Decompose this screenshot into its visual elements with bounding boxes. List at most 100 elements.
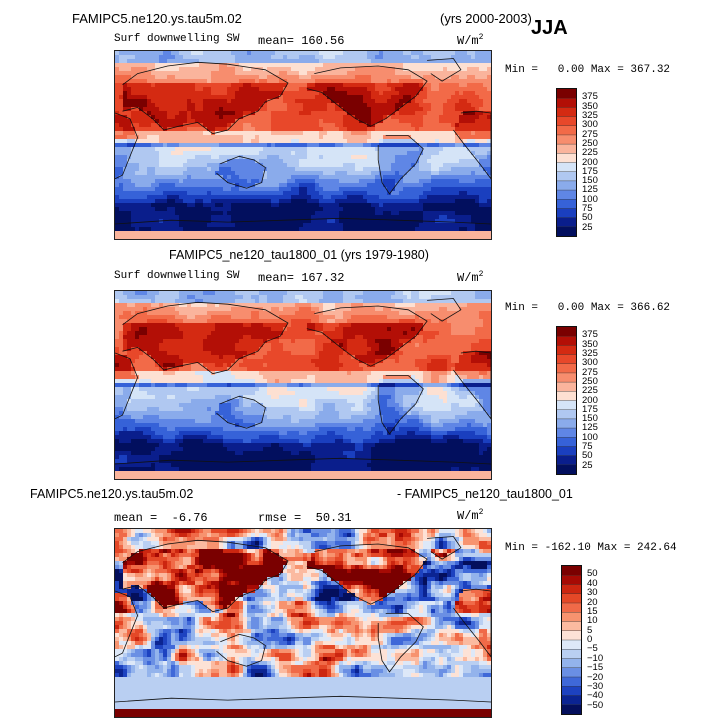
heatmap-cell xyxy=(199,135,204,140)
heatmap-cell xyxy=(131,123,136,128)
heatmap-cell xyxy=(255,211,260,216)
heatmap-cell xyxy=(243,227,248,232)
heatmap-cell xyxy=(407,195,412,200)
colorbar-tick-label: 100 xyxy=(582,193,598,205)
heatmap-cell xyxy=(151,303,156,308)
heatmap-cell xyxy=(227,303,232,308)
heatmap-cell xyxy=(351,135,356,140)
heatmap-cell xyxy=(171,87,176,92)
heatmap-cell xyxy=(359,175,364,180)
heatmap-cell xyxy=(467,163,472,168)
heatmap-cell xyxy=(131,103,136,108)
heatmap-cell xyxy=(347,107,352,112)
heatmap-cell xyxy=(171,223,176,228)
heatmap-cell xyxy=(459,71,464,76)
heatmap-cell xyxy=(479,187,484,192)
heatmap-cell xyxy=(251,227,256,232)
heatmap-cell xyxy=(439,151,444,156)
heatmap-cell xyxy=(359,163,364,168)
heatmap-cell xyxy=(335,231,340,236)
heatmap-cell xyxy=(227,179,232,184)
heatmap-cell xyxy=(475,199,480,204)
heatmap-cell xyxy=(251,71,256,76)
heatmap-cell xyxy=(171,203,176,208)
heatmap-cell xyxy=(239,203,244,208)
heatmap-cell xyxy=(471,59,476,64)
heatmap-cell xyxy=(459,155,464,160)
heatmap-cell xyxy=(255,227,260,232)
heatmap-cell xyxy=(195,83,200,88)
heatmap-cell xyxy=(167,151,172,156)
panel1-mean: mean= 160.56 xyxy=(258,34,344,48)
heatmap-cell xyxy=(155,91,160,96)
heatmap-cell xyxy=(215,159,220,164)
heatmap-cell xyxy=(255,235,260,239)
heatmap-cell xyxy=(299,199,304,204)
heatmap-cell xyxy=(219,155,224,160)
heatmap-cell xyxy=(123,227,128,232)
heatmap-cell xyxy=(411,131,416,136)
heatmap-cell xyxy=(115,135,120,140)
heatmap-cell xyxy=(303,215,308,220)
heatmap-cell xyxy=(303,119,308,124)
heatmap-cell xyxy=(131,115,136,120)
heatmap-cell xyxy=(279,191,284,196)
heatmap-cell xyxy=(175,99,180,104)
heatmap-cell xyxy=(123,215,128,220)
heatmap-cell xyxy=(399,95,404,100)
heatmap-cell xyxy=(235,219,240,224)
heatmap-cell xyxy=(379,107,384,112)
heatmap-cell xyxy=(299,99,304,104)
heatmap-cell xyxy=(483,203,488,208)
heatmap-cell xyxy=(387,215,392,220)
heatmap-cell xyxy=(271,175,276,180)
heatmap-cell xyxy=(395,115,400,120)
heatmap-cell xyxy=(439,179,444,184)
heatmap-cell xyxy=(431,299,436,304)
heatmap-cell xyxy=(423,67,428,72)
heatmap-cell xyxy=(363,95,368,100)
heatmap-cell xyxy=(171,179,176,184)
heatmap-cell xyxy=(167,127,172,132)
heatmap-cell xyxy=(167,131,172,136)
heatmap-cell xyxy=(479,123,484,128)
heatmap-cell xyxy=(191,299,196,304)
heatmap-cell xyxy=(167,227,172,232)
heatmap-cell xyxy=(411,171,416,176)
heatmap-cell xyxy=(415,79,420,84)
heatmap-cell xyxy=(115,191,120,196)
heatmap-cell xyxy=(387,163,392,168)
heatmap-cell xyxy=(335,171,340,176)
heatmap-cell xyxy=(127,155,132,160)
heatmap-cell xyxy=(359,67,364,72)
heatmap-cell xyxy=(275,179,280,184)
heatmap-cell xyxy=(123,203,128,208)
heatmap-cell xyxy=(455,71,460,76)
heatmap-cell xyxy=(363,87,368,92)
heatmap-cell xyxy=(427,151,432,156)
heatmap-cell xyxy=(267,199,272,204)
heatmap-cell xyxy=(407,231,412,236)
heatmap-cell xyxy=(435,111,440,116)
heatmap-cell xyxy=(367,159,372,164)
heatmap-cell xyxy=(367,103,372,108)
heatmap-cell xyxy=(203,183,208,188)
heatmap-cell xyxy=(135,183,140,188)
heatmap-cell xyxy=(203,115,208,120)
heatmap-cell xyxy=(335,135,340,140)
heatmap-cell xyxy=(419,175,424,180)
heatmap-cell xyxy=(319,103,324,108)
heatmap-cell xyxy=(179,79,184,84)
heatmap-cell xyxy=(347,67,352,72)
heatmap-cell xyxy=(347,115,352,120)
heatmap-cell xyxy=(223,111,228,116)
heatmap-cell xyxy=(483,227,488,232)
heatmap-cell xyxy=(451,303,456,308)
heatmap-cell xyxy=(303,303,308,308)
heatmap-cell xyxy=(307,163,312,168)
heatmap-cell xyxy=(451,175,456,180)
heatmap-cell xyxy=(327,143,332,148)
heatmap-cell xyxy=(331,223,336,228)
heatmap-cell xyxy=(483,59,488,64)
heatmap-cell xyxy=(487,135,491,140)
